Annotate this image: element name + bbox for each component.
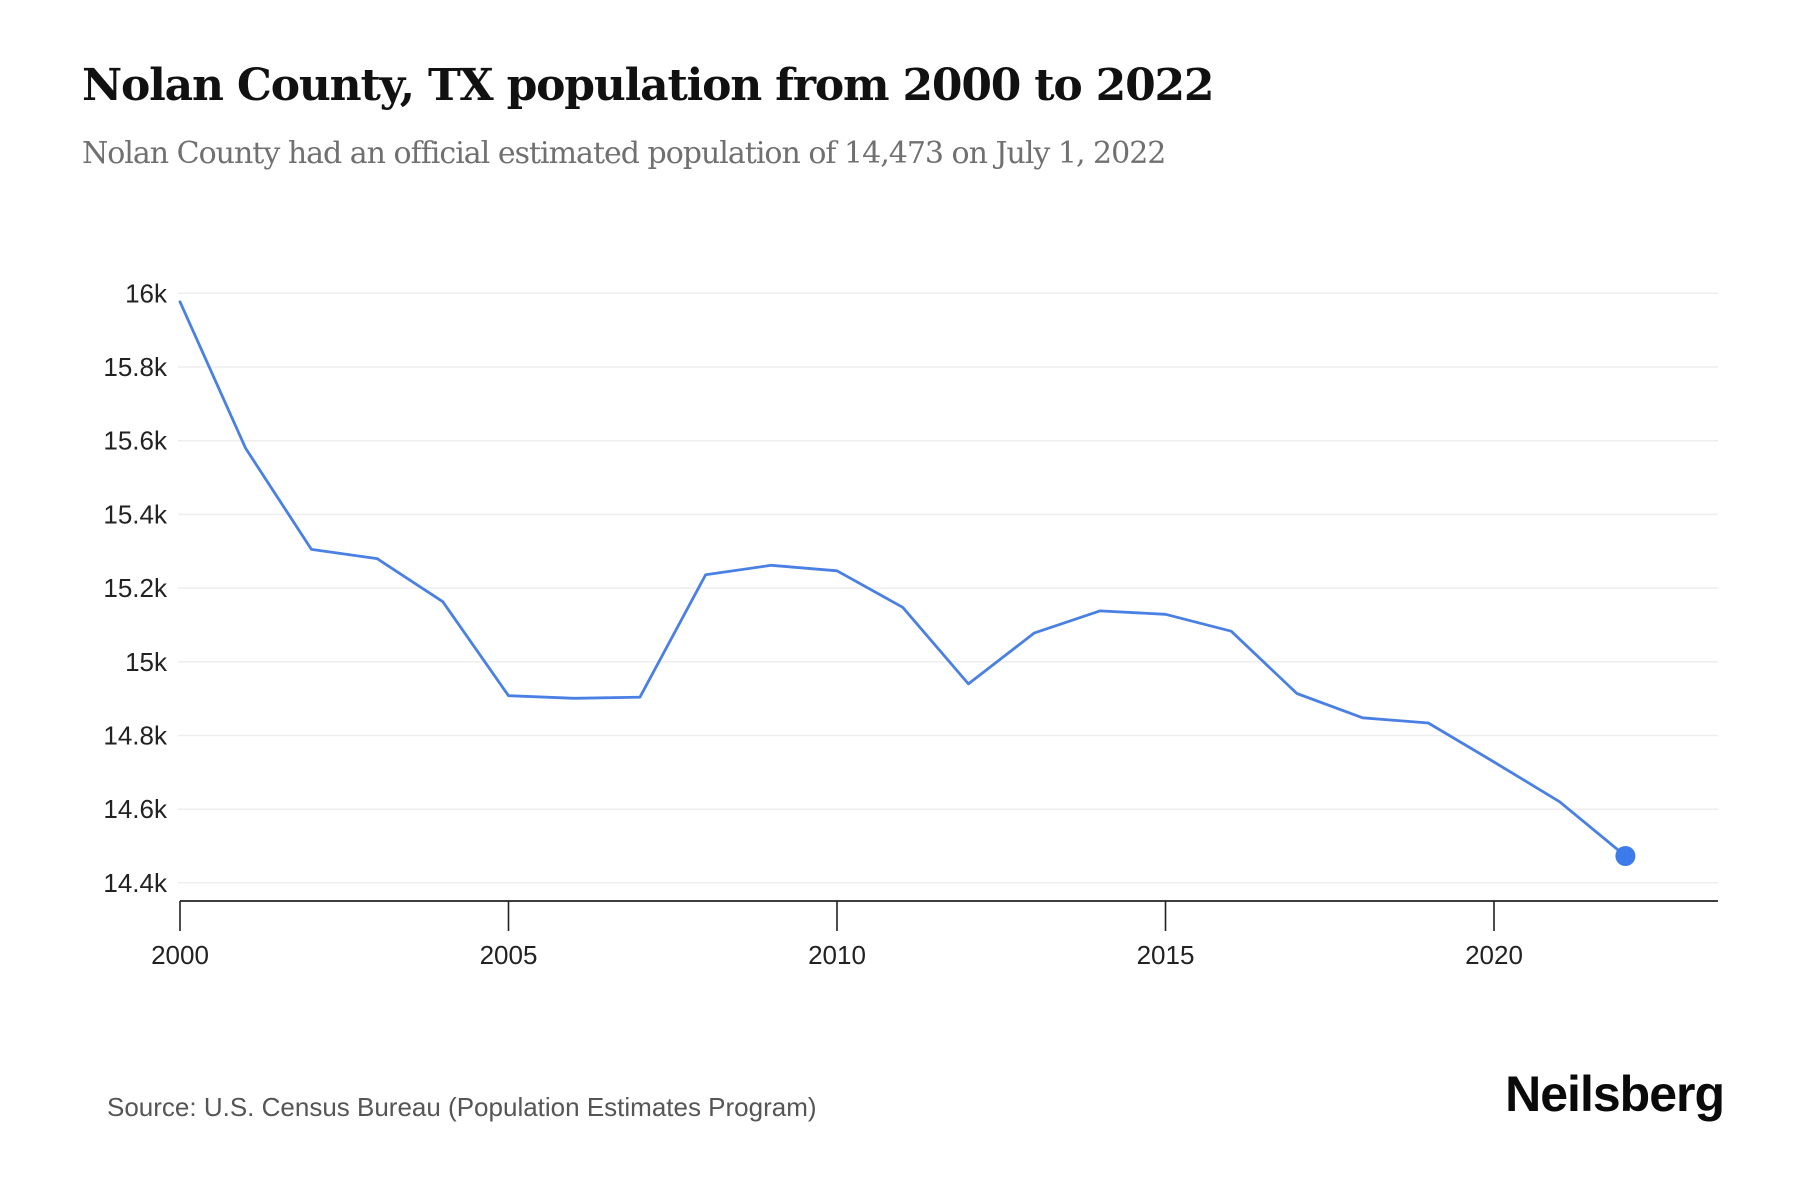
data-point <box>1228 628 1234 634</box>
data-point <box>703 572 709 578</box>
data-point <box>637 694 643 700</box>
data-point <box>1097 608 1103 614</box>
x-axis-ticks: 2000 2005 2010 2015 2020 <box>151 901 1523 970</box>
data-point <box>900 604 906 610</box>
y-tick-label: 15.8k <box>103 352 168 382</box>
x-tick-label: 2020 <box>1465 940 1523 970</box>
gridlines <box>178 292 1718 884</box>
data-point <box>1557 799 1563 805</box>
data-point <box>965 681 971 687</box>
data-point <box>1031 630 1037 636</box>
data-point <box>834 568 840 574</box>
data-point <box>177 299 183 305</box>
data-point <box>440 599 446 605</box>
chart-title: Nolan County, TX population from 2000 to… <box>82 60 1215 111</box>
x-tick-label: 2005 <box>480 940 538 970</box>
y-tick-label: 15.2k <box>103 573 168 603</box>
data-point <box>243 445 249 451</box>
data-point <box>1360 715 1366 721</box>
data-point <box>374 556 380 562</box>
y-tick-label: 14.8k <box>103 721 168 751</box>
data-point <box>1491 759 1497 765</box>
last-data-point-marker <box>1615 845 1636 866</box>
neilsberg-logo: Neilsberg <box>1505 1066 1725 1122</box>
data-point <box>1163 611 1169 617</box>
data-point <box>768 562 774 568</box>
y-tick-label: 15.6k <box>103 426 168 456</box>
y-axis-tick-labels: 14.4k 14.6k 14.8k 15k 15.2k 15.4k 15.6k 15.8k 16… <box>103 278 168 898</box>
data-point <box>1425 720 1431 726</box>
y-tick-label: 15.4k <box>103 499 168 529</box>
data-point <box>571 695 577 701</box>
y-tick-label: 15k <box>125 647 168 677</box>
data-point <box>506 693 512 699</box>
x-tick-label: 2010 <box>808 940 866 970</box>
y-tick-label: 16k <box>125 278 168 308</box>
x-tick-label: 2000 <box>151 940 209 970</box>
data-point <box>1294 690 1300 696</box>
x-tick-label: 2015 <box>1137 940 1195 970</box>
chart-subtitle: Nolan County had an official estimated p… <box>82 136 1166 171</box>
data-point <box>308 546 314 552</box>
series-line <box>178 300 1627 858</box>
source-note: Source: U.S. Census Bureau (Population E… <box>107 1092 817 1122</box>
y-tick-label: 14.6k <box>103 794 168 824</box>
series-population <box>177 299 1636 866</box>
y-tick-label: 14.4k <box>103 868 168 898</box>
